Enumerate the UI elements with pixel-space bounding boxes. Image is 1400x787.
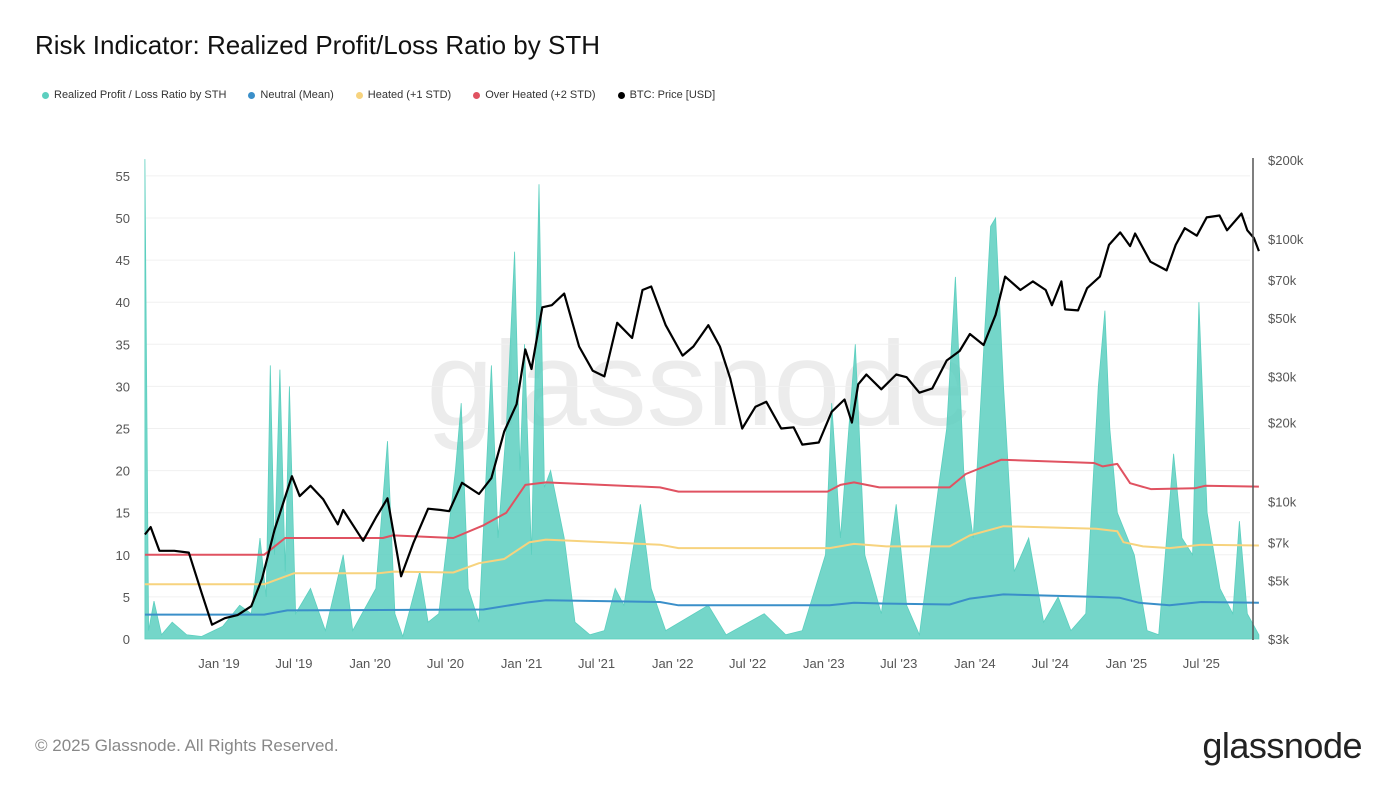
x-tick-label: Jan '20 bbox=[349, 656, 391, 671]
y-right-tick-label: $70k bbox=[1268, 273, 1297, 288]
legend-dot-icon bbox=[248, 91, 256, 99]
x-tick-label: Jul '20 bbox=[427, 656, 464, 671]
glassnode-logo: glassnode bbox=[1202, 725, 1362, 766]
x-tick-label: Jul '25 bbox=[1183, 656, 1220, 671]
x-tick-label: Jan '21 bbox=[501, 656, 543, 671]
y-right-tick-label: $100k bbox=[1268, 232, 1304, 247]
y-left-tick-label: 35 bbox=[116, 337, 130, 352]
legend: Realized Profit / Loss Ratio by STH Neutr… bbox=[42, 89, 715, 101]
legend-dot-icon bbox=[355, 91, 363, 99]
series-line-over-heated-2-std bbox=[144, 458, 1259, 556]
series-line-heated-1-std bbox=[144, 525, 1259, 586]
series-line-neutral-mean bbox=[144, 593, 1259, 616]
x-tick-label: Jul '22 bbox=[729, 656, 766, 671]
y-right-tick-label: $30k bbox=[1268, 369, 1297, 384]
page-title: Risk Indicator: Realized Profit/Loss Rat… bbox=[35, 30, 600, 60]
y-left-tick-label: 20 bbox=[116, 464, 130, 479]
legend-label: BTC: Price [USD] bbox=[629, 89, 716, 101]
legend-label: Heated (+1 STD) bbox=[367, 89, 452, 101]
x-tick-label: Jan '19 bbox=[198, 656, 240, 671]
legend-item[interactable]: BTC: Price [USD] bbox=[617, 89, 716, 101]
y-right-tick-label: $5k bbox=[1268, 574, 1289, 589]
y-right-tick-label: $200k bbox=[1268, 153, 1304, 168]
legend-item[interactable]: Over Heated (+2 STD) bbox=[473, 89, 596, 101]
x-tick-label: Jul '24 bbox=[1032, 656, 1069, 671]
y-left-tick-label: 15 bbox=[116, 506, 130, 521]
legend-label: Realized Profit / Loss Ratio by STH bbox=[54, 89, 227, 101]
x-tick-label: Jul '21 bbox=[578, 656, 615, 671]
legend-dot-icon bbox=[617, 91, 625, 99]
copyright: © 2025 Glassnode. All Rights Reserved. bbox=[35, 736, 339, 755]
series-area-realized-profit-loss-ratio-by-sth bbox=[144, 159, 1260, 640]
y-right-tick-label: $50k bbox=[1268, 311, 1297, 326]
y-left-tick-label: 25 bbox=[116, 422, 130, 437]
x-tick-label: Jul '23 bbox=[880, 656, 917, 671]
series-line-btc-price-usd bbox=[144, 212, 1260, 626]
legend-item[interactable]: Heated (+1 STD) bbox=[355, 89, 452, 101]
y-left-tick-label: 55 bbox=[116, 169, 130, 184]
x-tick-label: Jul '19 bbox=[275, 656, 312, 671]
legend-item[interactable]: Realized Profit / Loss Ratio by STH bbox=[42, 89, 226, 101]
y-left-tick-label: 10 bbox=[116, 548, 130, 563]
legend-item[interactable]: Neutral (Mean) bbox=[248, 89, 334, 101]
x-tick-label: Jan '22 bbox=[652, 656, 694, 671]
y-left-tick-label: 0 bbox=[123, 632, 130, 647]
x-tick-label: Jan '25 bbox=[1106, 656, 1148, 671]
y-right-tick-label: $3k bbox=[1268, 632, 1289, 647]
y-right-tick-label: $20k bbox=[1268, 416, 1297, 431]
legend-dot-icon bbox=[42, 91, 49, 99]
legend-label: Neutral (Mean) bbox=[260, 89, 334, 101]
x-tick-label: Jan '23 bbox=[803, 656, 845, 671]
y-right-tick-label: $7k bbox=[1268, 535, 1289, 550]
y-right-tick-label: $10k bbox=[1268, 495, 1297, 510]
y-left-tick-label: 5 bbox=[123, 590, 130, 605]
legend-dot-icon bbox=[473, 91, 481, 99]
x-tick-label: Jan '24 bbox=[954, 656, 996, 671]
y-left-tick-label: 30 bbox=[116, 379, 130, 394]
legend-label: Over Heated (+2 STD) bbox=[485, 89, 596, 101]
y-left-tick-label: 50 bbox=[116, 211, 130, 226]
y-left-tick-label: 40 bbox=[116, 295, 130, 310]
y-left-tick-label: 45 bbox=[116, 253, 130, 268]
